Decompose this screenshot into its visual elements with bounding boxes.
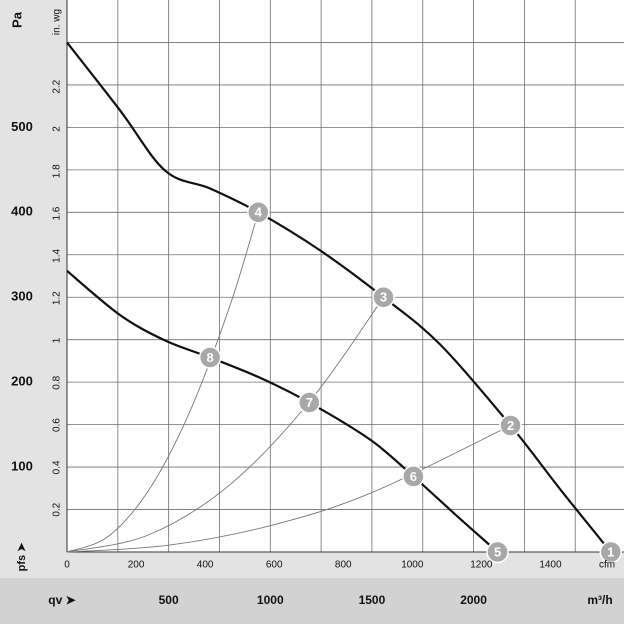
x-tick-label: 500 [159, 593, 179, 607]
y2-tick-label: 2 [52, 126, 63, 132]
y2-tick-label: 1.8 [52, 164, 63, 178]
x2-tick-label: 600 [266, 560, 283, 571]
y2-axis-label: in. wg [52, 9, 63, 35]
y2-tick-label: 2.2 [52, 79, 63, 93]
y2-tick-label: 1.6 [52, 206, 63, 220]
fan-curve [66, 270, 499, 553]
operating-point [402, 465, 425, 488]
y2-tick-label: 1.4 [52, 249, 63, 263]
y2-tick-label: 1.2 [52, 291, 63, 305]
point-label: 1 [607, 544, 614, 559]
fan-curve [66, 41, 612, 553]
y-tick-label: 500 [11, 119, 33, 134]
x2-tick-label: 1200 [470, 560, 493, 571]
y-axis-label: Pa [9, 11, 24, 28]
x2-tick-label: 400 [197, 560, 214, 571]
x-tick-label: 1500 [359, 593, 386, 607]
x-tick-label: 2000 [460, 593, 487, 607]
x-axis-symbol: qv ➤ [48, 593, 76, 607]
operating-point [486, 540, 509, 564]
x-tick-label: 1000 [257, 593, 284, 607]
y-tick-label: 100 [11, 459, 33, 474]
point-label: 5 [494, 544, 501, 559]
y2-tick-label: 0.8 [52, 375, 63, 389]
point-label: 3 [380, 290, 387, 305]
system-curve [66, 296, 384, 553]
y-axis-symbol: pfs ➤ [16, 542, 28, 572]
point-label: 4 [255, 205, 263, 220]
point-label: 7 [306, 395, 313, 410]
x2-tick-label: 0 [64, 560, 70, 571]
y2-tick-label: 1 [52, 337, 63, 343]
operating-point [372, 285, 395, 309]
y2-tick-label: 0.4 [52, 460, 63, 474]
operating-point [599, 540, 623, 564]
operating-point [198, 346, 222, 369]
x2-tick-label: 800 [335, 560, 352, 571]
x2-tick-label: 200 [128, 560, 145, 571]
operating-point [247, 201, 270, 224]
point-label: 2 [507, 418, 514, 433]
x2-axis-label: cfm [599, 560, 615, 571]
operating-point [298, 391, 321, 414]
x2-tick-label: 1400 [539, 560, 562, 571]
system-curve [66, 425, 511, 553]
y-tick-label: 300 [11, 289, 33, 304]
bottom-band [0, 578, 624, 624]
point-label: 8 [206, 350, 213, 365]
system-curve [66, 212, 259, 553]
y-tick-label: 200 [11, 374, 33, 389]
point-label: 6 [410, 469, 417, 484]
plot-area [67, 0, 624, 552]
y2-tick-label: 0.6 [52, 418, 63, 432]
x2-tick-label: 1000 [401, 560, 424, 571]
y-tick-label: 400 [11, 204, 33, 219]
x-axis-label: m³/h [587, 593, 612, 607]
operating-point [499, 414, 522, 437]
y2-tick-label: 0.2 [52, 502, 63, 516]
